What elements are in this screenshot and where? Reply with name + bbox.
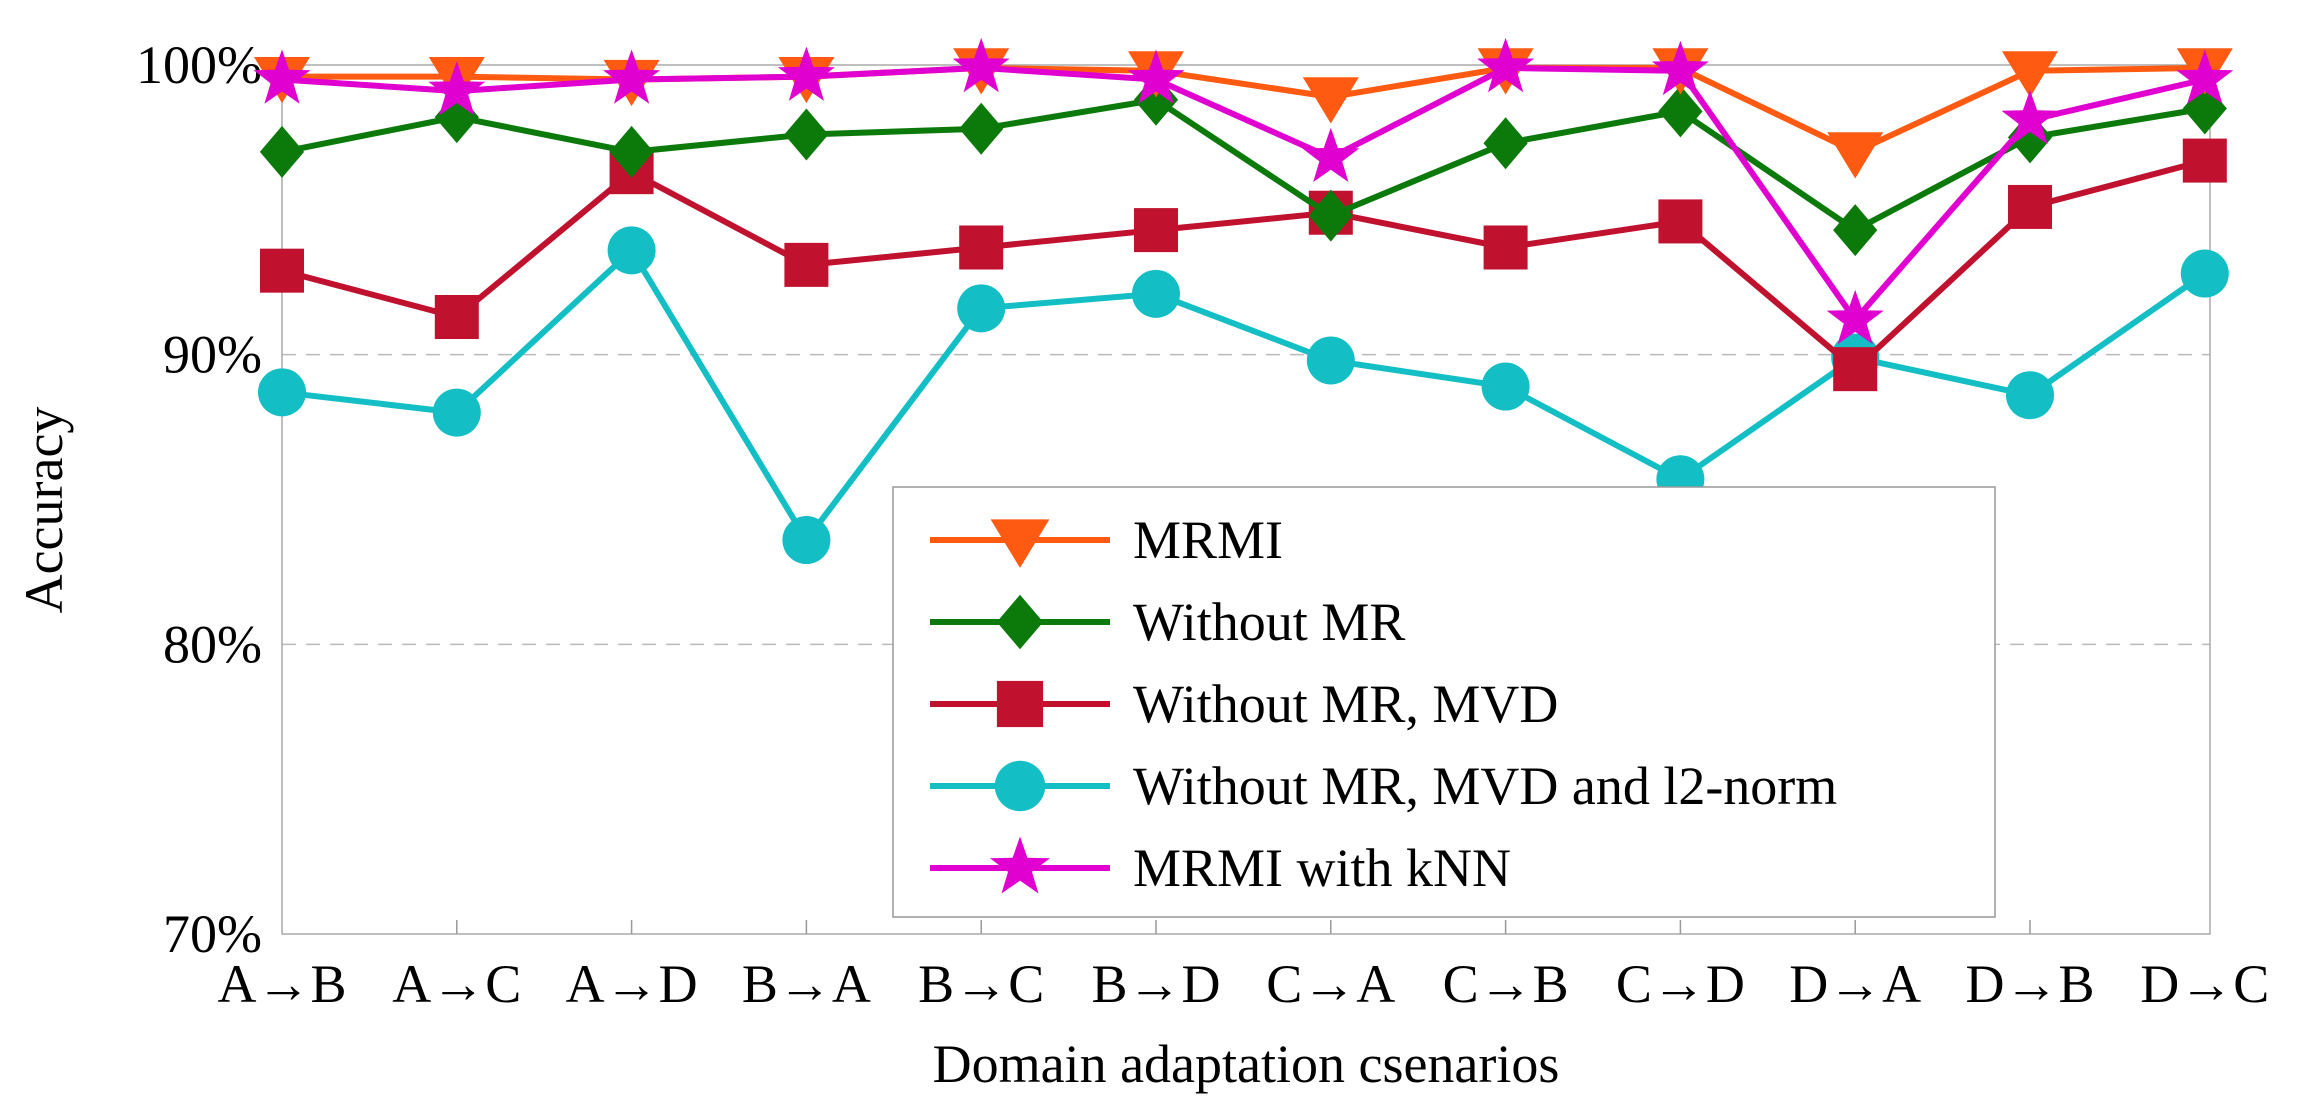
data-point [1658, 85, 1703, 138]
x-tick-label: B→A [742, 954, 871, 1014]
legend-entry: Without MR [930, 592, 1405, 652]
data-point [1826, 289, 1884, 345]
x-tick-label: A→D [566, 954, 698, 1014]
x-tick-label: D→B [1965, 954, 2094, 1014]
y-ticks: 70% 80% 90% 100% [136, 35, 262, 964]
legend-label: Without MR, MVD and l2-norm [1133, 756, 1837, 816]
data-point [784, 242, 829, 287]
data-point [777, 46, 835, 101]
data-point [432, 388, 481, 437]
data-point [1651, 40, 1709, 96]
legend-marker [990, 519, 1050, 568]
data-point [2002, 51, 2058, 98]
x-ticks: A→B A→C A→D B→A B→C B→D C→A C→B C→D D→A D→B D→C [217, 920, 2269, 1014]
legend-entry: MRMI [930, 510, 1283, 570]
x-tick-label: C→B [1443, 954, 1569, 1014]
data-point [260, 248, 304, 293]
data-point [1658, 199, 1703, 244]
data-point [2006, 371, 2054, 420]
series-3 [258, 226, 2229, 565]
data-point [959, 225, 1004, 270]
data-point [1477, 37, 1535, 93]
legend-label: Without MR, MVD [1133, 674, 1558, 734]
data-point [607, 226, 656, 275]
x-tick-label: B→D [1091, 954, 1220, 1014]
data-point [258, 368, 306, 417]
series-line [281, 247, 2207, 544]
data-point [2001, 90, 2059, 145]
legend-marker [990, 836, 1050, 894]
data-point [1308, 189, 1353, 242]
data-point [253, 49, 311, 104]
x-tick-label: C→D [1616, 954, 1745, 1014]
data-point [2008, 184, 2052, 229]
data-point [952, 37, 1010, 93]
series-line [281, 64, 2206, 323]
series-line [281, 96, 2206, 234]
x-tick-label: D→A [1789, 954, 1921, 1014]
data-point [1302, 77, 1359, 124]
data-point [434, 295, 479, 340]
y-tick-label: 100% [136, 35, 262, 95]
series-4 [253, 37, 2234, 345]
x-tick-label: B→C [918, 954, 1044, 1014]
data-point [2180, 249, 2229, 298]
data-point [1481, 362, 1530, 411]
y-tick-label: 70% [163, 904, 262, 964]
x-tick-label: C→A [1266, 954, 1395, 1014]
legend-label: Without MR [1133, 592, 1405, 652]
legend-entry: Without MR, MVD [930, 674, 1558, 734]
plot-frame [281, 64, 2211, 935]
data-point [957, 284, 1006, 333]
data-point [428, 61, 486, 116]
data-point [1827, 132, 1884, 179]
data-point [1833, 204, 1878, 257]
legend-marker [994, 760, 1046, 812]
legend-entry: MRMI with kNN [930, 836, 1511, 898]
series-line [281, 157, 2206, 373]
data-point [1133, 73, 1179, 126]
y-tick-label: 90% [163, 325, 262, 385]
series-2 [260, 138, 2227, 392]
y-tick-label: 80% [163, 614, 262, 674]
data-point [1306, 336, 1355, 385]
data-point [1483, 225, 1528, 270]
data-point [1132, 269, 1180, 318]
data-point [1302, 127, 1360, 182]
data-point [1833, 347, 1878, 392]
data-point [259, 125, 305, 178]
legend-entry: Without MR, MVD and l2-norm [930, 756, 1837, 816]
legend-label: MRMI with kNN [1133, 838, 1511, 898]
legend-marker [996, 680, 1044, 728]
legend-label: MRMI [1133, 510, 1283, 570]
series-lines [253, 37, 2234, 565]
legend: MRMI Without MR Without MR, MVD Without MR,… [892, 486, 1996, 918]
legend-marker [996, 594, 1044, 650]
x-axis-label: Domain adaptation csenarios [933, 1034, 1560, 1094]
data-point [784, 108, 829, 161]
data-point [959, 102, 1004, 155]
data-point [603, 49, 661, 104]
x-tick-label: D→C [2140, 954, 2269, 1014]
data-point [2182, 138, 2227, 183]
data-point [1127, 49, 1185, 104]
x-tick-label: A→B [217, 954, 346, 1014]
data-point [2176, 49, 2234, 104]
y-axis-label: Accuracy [14, 407, 74, 614]
data-point [782, 516, 831, 565]
x-tick-label: A→C [392, 954, 521, 1014]
data-point [1134, 208, 1178, 253]
data-point [609, 125, 654, 178]
data-point [1483, 117, 1528, 170]
